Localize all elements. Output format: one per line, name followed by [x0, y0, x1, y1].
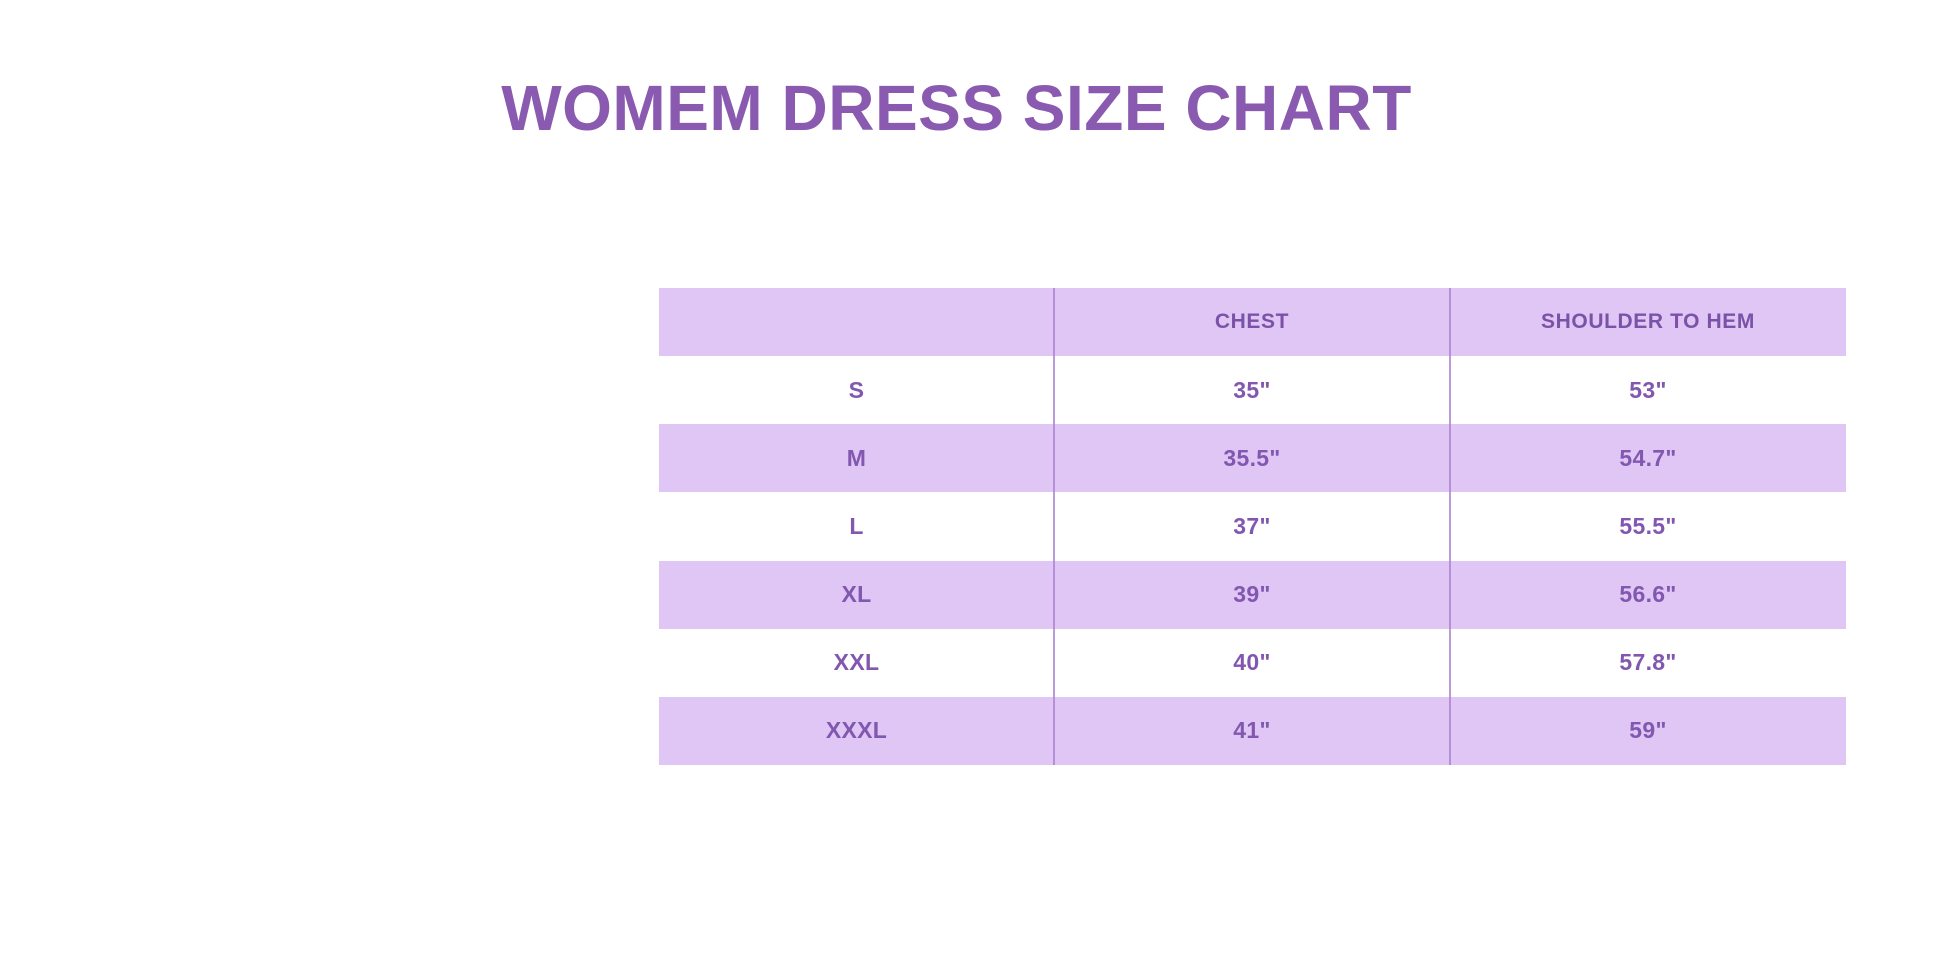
cell-size-xl: XL: [841, 581, 872, 608]
table-header-row: CHEST SHOULDER TO HEM: [659, 288, 1846, 357]
cell-size-xxxl: XXXL: [825, 717, 888, 744]
cell-chest-xl: 39": [1233, 581, 1271, 608]
table-row: L 37" 55.5": [659, 492, 1846, 561]
cell-hem-xxxl: 59": [1629, 717, 1667, 744]
table-row: M 35.5" 54.7": [659, 424, 1846, 493]
cell-hem-l: 55.5": [1619, 512, 1677, 539]
cell-chest-xxxl: 41": [1233, 717, 1271, 744]
size-chart-table: CHEST SHOULDER TO HEM S 35" 53" M 35.5" …: [659, 288, 1846, 765]
cell-size-l: L: [849, 512, 864, 539]
column-divider-1: [1053, 288, 1055, 765]
column-divider-2: [1449, 288, 1451, 765]
cell-chest-s: 35": [1233, 376, 1271, 403]
cell-size-m: M: [846, 444, 867, 471]
page-title: WOMEM DRESS SIZE CHART: [501, 72, 1412, 144]
column-header-shoulder-to-hem: SHOULDER TO HEM: [1541, 310, 1755, 334]
cell-size-xxl: XXL: [833, 649, 880, 676]
cell-chest-m: 35.5": [1223, 444, 1281, 471]
table-row: XXL 40" 57.8": [659, 628, 1846, 697]
column-header-chest: CHEST: [1214, 310, 1290, 334]
cell-size-s: S: [848, 376, 865, 403]
table-row: XL 39" 56.6": [659, 560, 1846, 629]
table-row: XXXL 41" 59": [659, 696, 1846, 765]
cell-chest-l: 37": [1233, 512, 1271, 539]
cell-chest-xxl: 40": [1233, 649, 1271, 676]
table-row: S 35" 53": [659, 356, 1846, 425]
column-header-size: [659, 288, 1054, 356]
cell-hem-s: 53": [1629, 376, 1667, 403]
cell-hem-m: 54.7": [1619, 444, 1677, 471]
cell-hem-xxl: 57.8": [1619, 649, 1677, 676]
cell-hem-xl: 56.6": [1619, 581, 1677, 608]
